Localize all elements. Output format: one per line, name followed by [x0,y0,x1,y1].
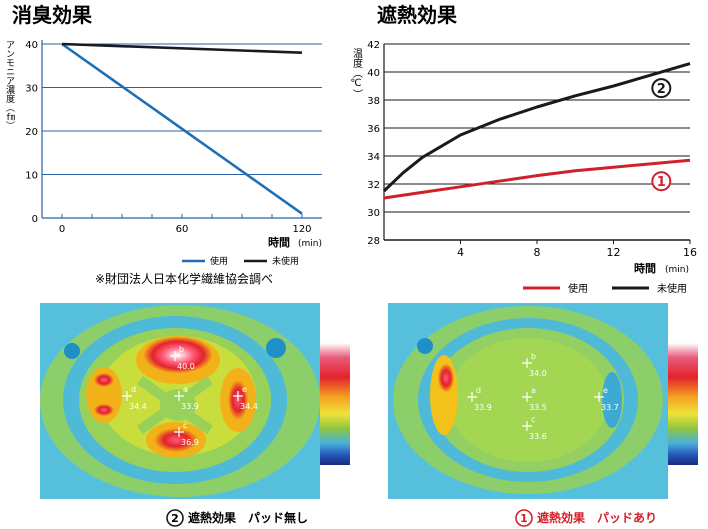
series-marker-unused-label: 2 [657,82,666,97]
x-axis-unit-right: (min) [665,265,689,275]
legend-label-unused-left: 未使用 [272,255,299,267]
measure-crosshair [174,427,184,437]
measure-point-value: 34.4 [240,402,258,411]
measure-point-value: 33.9 [474,403,492,412]
measure-point-value: 33.6 [529,432,547,441]
series-marker-used [651,171,672,192]
legend-left: 使用 未使用 [182,255,299,267]
color-scale-left [320,343,350,465]
measure-point-value: 34.0 [529,369,547,378]
axes-left [41,40,322,219]
caption-right: 1 遮熱効果 パッドあり [515,509,657,527]
x-tick-label: 120 [292,224,311,235]
y-tick-label: 30 [25,84,38,95]
y-tick-label: 28 [367,236,380,247]
measure-crosshair [170,351,180,361]
chart-title-right: 遮熱効果 [377,3,457,27]
y-tick-label: 10 [25,171,38,182]
measure-crosshair [122,391,132,401]
grid-left [42,43,322,175]
y-tick-label: 38 [367,96,380,107]
measure-crosshair [522,392,532,402]
y-axis-label-left: アンモニア濃度（㎙） [4,40,15,130]
legend-right: 使用 未使用 [523,282,687,295]
measure-point-label: d [131,385,136,394]
series-line-unused [61,42,303,54]
measure-point-value: 36.9 [181,438,199,447]
measure-point-value: 40.0 [177,362,195,371]
measure-point-label: b [531,352,536,361]
grid-right [383,43,690,241]
x-tick-label: 16 [683,246,697,259]
chart-title-left: 消臭効果 [12,3,92,27]
measure-crosshair [594,392,604,402]
measure-point-value: 34.4 [129,402,147,411]
measure-crosshair [522,358,532,368]
measure-points-left: b 40.0 d 34.4 a 33.9 e 34.4 c 36.9 [122,345,258,447]
series-line-used [61,42,303,215]
legend-label-used-right: 使用 [568,282,588,295]
x-tick-label: 4 [457,246,464,259]
measure-point-value: 33.7 [601,403,619,412]
measure-point-value: 33.9 [181,402,199,411]
x-axis-label-right: 時間 [634,261,656,275]
y-tick-label: 30 [367,208,380,219]
x-tick-label: 12 [607,246,621,259]
color-scale-right [668,343,698,465]
measure-crosshair [467,392,477,402]
series-line-unused [382,62,691,193]
series-line-used [383,158,691,200]
thermal-image-right [388,303,698,499]
thermal-image-left [40,303,350,499]
series-marker-used-label: 1 [657,175,666,190]
x-tick-label: 60 [176,224,189,235]
y-tick-label: 40 [367,68,380,79]
y-tick-label: 36 [367,124,380,135]
y-tick-label: 42 [367,40,380,51]
y-tick-label: 34 [367,152,380,163]
measure-point-label: c [183,421,187,430]
y-axis-label-right: 温度（℃） [350,48,362,99]
measure-point-label: d [476,386,481,395]
measure-point-label: a [183,385,188,394]
legend-label-unused-right: 未使用 [657,282,687,295]
ticks-left: 0 10 20 30 40 0 60 120 [25,40,311,235]
y-tick-label: 0 [32,214,38,225]
caption-left-text: 遮熱効果 パッド無し [188,510,308,525]
legend-label-used-left: 使用 [210,255,228,267]
y-tick-label: 32 [367,180,380,191]
caption-right-number: 1 [520,512,528,525]
measure-crosshair [174,391,184,401]
measure-points-right: b 34.0 d 33.9 a 33.5 e 33.7 c 33.6 [467,352,619,441]
measure-point-label: c [531,415,535,424]
caption-left: 2 遮熱効果 パッド無し [166,509,308,527]
series-right: 21 [382,62,691,200]
x-tick-label: 0 [59,224,65,235]
source-note: ※財団法人日本化学繊維協会調べ [95,271,273,286]
caption-right-text: 遮熱効果 パッドあり [537,510,657,525]
measure-crosshair [522,421,532,431]
y-tick-label: 40 [25,40,38,51]
measure-point-label: e [242,385,247,394]
series-left [61,42,303,215]
caption-left-number: 2 [171,512,179,525]
x-axis-label-left: 時間 [268,235,290,249]
measure-point-label: b [179,345,184,354]
x-axis-unit-left: (min) [298,239,322,249]
y-tick-label: 20 [25,127,38,138]
measure-crosshair [233,391,243,401]
x-tick-label: 8 [534,246,541,259]
measure-point-value: 33.5 [529,403,547,412]
series-marker-unused [651,78,672,99]
measure-point-label: a [531,386,536,395]
measure-point-label: e [603,386,608,395]
